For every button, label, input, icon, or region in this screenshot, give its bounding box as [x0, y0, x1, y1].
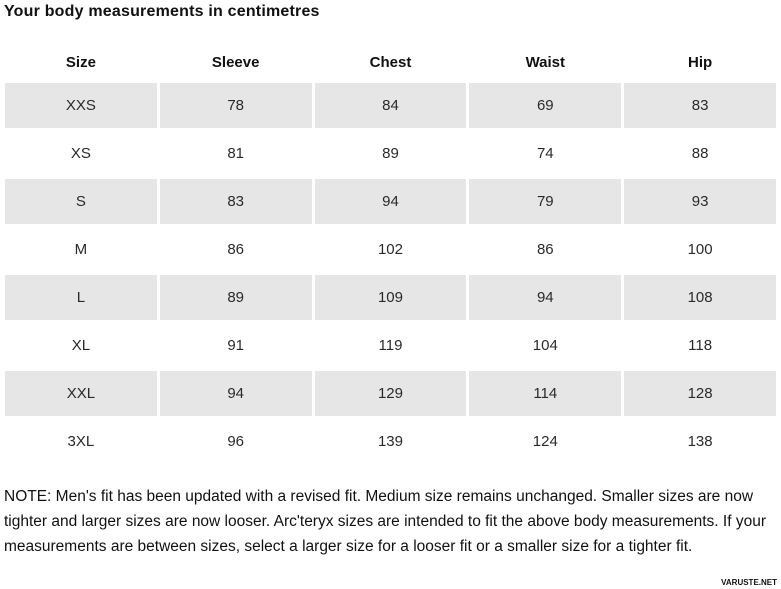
table-cell: 81 [159, 131, 312, 176]
table-row-xl: XL 91 119 104 118 [5, 323, 776, 368]
table-cell: 124 [469, 419, 622, 464]
table-cell: 96 [159, 419, 312, 464]
table-cell: 69 [469, 83, 622, 128]
size-label: XXS [5, 83, 157, 128]
table-cell: 86 [469, 227, 622, 272]
table-cell: 84 [314, 83, 467, 128]
header-row: Size Sleeve Chest Waist Hip [5, 45, 776, 80]
table-cell: 94 [314, 179, 467, 224]
column-header-sleeve: Sleeve [159, 45, 312, 80]
table-cell: 89 [159, 275, 312, 320]
table-cell: 104 [469, 323, 622, 368]
table-cell: 83 [624, 83, 776, 128]
size-label: XS [5, 131, 157, 176]
table-cell: 119 [314, 323, 467, 368]
table-cell: 93 [624, 179, 776, 224]
table-cell: 78 [159, 83, 312, 128]
size-label: XXL [5, 371, 157, 416]
page-title: Your body measurements in centimetres [4, 3, 320, 20]
table-row-xxs: XXS 78 84 69 83 [5, 83, 776, 128]
size-label: M [5, 227, 157, 272]
table-cell: 118 [624, 323, 776, 368]
table-cell: 74 [469, 131, 622, 176]
table-cell: 102 [314, 227, 467, 272]
column-header-waist: Waist [469, 45, 622, 80]
table-cell: 94 [159, 371, 312, 416]
table-cell: 114 [469, 371, 622, 416]
table-row-xxl: XXL 94 129 114 128 [5, 371, 776, 416]
table-cell: 109 [314, 275, 467, 320]
table-cell: 139 [314, 419, 467, 464]
table-cell: 94 [469, 275, 622, 320]
size-label: 3XL [5, 419, 157, 464]
table-row-3xl: 3XL 96 139 124 138 [5, 419, 776, 464]
table-row-m: M 86 102 86 100 [5, 227, 776, 272]
fit-note: NOTE: Men's fit has been updated with a … [4, 488, 766, 555]
column-header-size: Size [5, 45, 157, 80]
table-cell: 91 [159, 323, 312, 368]
measurements-table: Size Sleeve Chest Waist Hip XXS 78 84 69… [2, 42, 779, 467]
table-cell: 128 [624, 371, 776, 416]
size-label: S [5, 179, 157, 224]
column-header-hip: Hip [624, 45, 776, 80]
table-cell: 138 [624, 419, 776, 464]
table-cell: 89 [314, 131, 467, 176]
table-row-s: S 83 94 79 93 [5, 179, 776, 224]
table-cell: 86 [159, 227, 312, 272]
table-cell: 108 [624, 275, 776, 320]
table-cell: 79 [469, 179, 622, 224]
size-guide-page: Your body measurements in centimetres Si… [2, 3, 779, 587]
watermark-varuste-net: VARUSTE.NET [721, 578, 777, 587]
column-header-chest: Chest [314, 45, 467, 80]
size-label: XL [5, 323, 157, 368]
table-cell: 100 [624, 227, 776, 272]
table-cell: 129 [314, 371, 467, 416]
table-row-xs: XS 81 89 74 88 [5, 131, 776, 176]
size-label: L [5, 275, 157, 320]
table-cell: 88 [624, 131, 776, 176]
table-cell: 83 [159, 179, 312, 224]
table-row-l: L 89 109 94 108 [5, 275, 776, 320]
